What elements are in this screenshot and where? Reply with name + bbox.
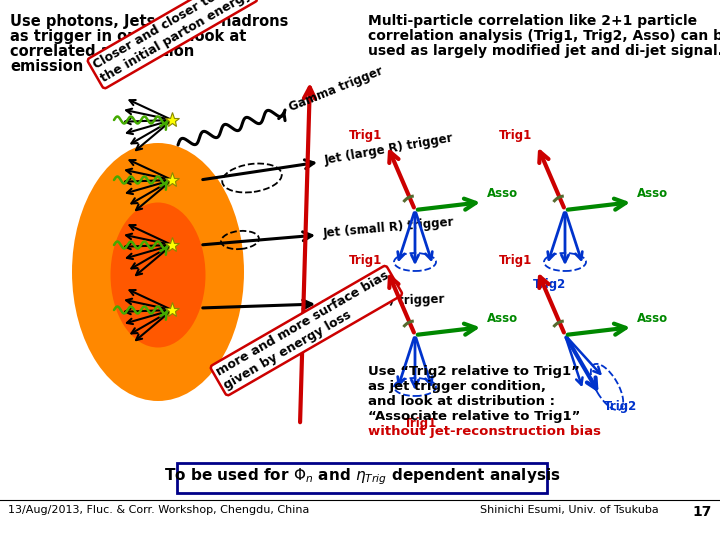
Text: Asso: Asso — [487, 312, 518, 325]
Text: without jet-reconstruction bias: without jet-reconstruction bias — [368, 425, 601, 438]
Text: correlated association: correlated association — [10, 44, 194, 59]
Text: Trig1: Trig1 — [348, 129, 382, 142]
Text: Asso: Asso — [637, 187, 668, 200]
Text: Jet (large R) trigger: Jet (large R) trigger — [323, 132, 454, 167]
Text: Gamma trigger: Gamma trigger — [287, 64, 384, 114]
Text: To be used for $\Phi_n$ and $\eta_{Trig}$ dependent analysis: To be used for $\Phi_n$ and $\eta_{Trig}… — [163, 467, 560, 487]
Text: Closer and closer to
the initial parton energy: Closer and closer to the initial parton … — [91, 0, 254, 85]
Text: used as largely modified jet and di-jet signal.: used as largely modified jet and di-jet … — [368, 44, 720, 58]
Text: “Associate relative to Trig1”: “Associate relative to Trig1” — [368, 410, 580, 423]
Text: Trig1: Trig1 — [403, 417, 436, 430]
Text: Trig1: Trig1 — [499, 129, 532, 142]
Text: Asso: Asso — [487, 187, 518, 200]
Ellipse shape — [72, 143, 244, 401]
Ellipse shape — [110, 202, 205, 348]
Text: π⁰(hadron) trigger: π⁰(hadron) trigger — [322, 293, 445, 310]
Text: Asso: Asso — [637, 312, 668, 325]
Text: Trig2: Trig2 — [533, 278, 566, 291]
Text: 17: 17 — [693, 505, 712, 519]
Text: emission: emission — [10, 59, 84, 74]
Text: Shinichi Esumi, Univ. of Tsukuba: Shinichi Esumi, Univ. of Tsukuba — [480, 505, 659, 515]
FancyBboxPatch shape — [177, 463, 547, 493]
Text: as jet trigger condition,: as jet trigger condition, — [368, 380, 546, 393]
Text: as trigger in order to look at: as trigger in order to look at — [10, 29, 246, 44]
Text: and look at distribution :: and look at distribution : — [368, 395, 555, 408]
Text: 13/Aug/2013, Fluc. & Corr. Workshop, Chengdu, China: 13/Aug/2013, Fluc. & Corr. Workshop, Che… — [8, 505, 310, 515]
Text: Use “Trig2 relative to Trig1”: Use “Trig2 relative to Trig1” — [368, 365, 580, 378]
Text: Multi-particle correlation like 2+1 particle: Multi-particle correlation like 2+1 part… — [368, 14, 697, 28]
Text: Trig1: Trig1 — [499, 254, 532, 267]
Text: more and more surface bias
given by energy loss: more and more surface bias given by ener… — [214, 269, 399, 392]
Text: Jet (small R) trigger: Jet (small R) trigger — [322, 215, 454, 240]
Text: Trig2: Trig2 — [604, 400, 637, 413]
Text: Use photons, Jets, single hadrons: Use photons, Jets, single hadrons — [10, 14, 289, 29]
Text: Trig1: Trig1 — [348, 254, 382, 267]
Text: correlation analysis (Trig1, Trig2, Asso) can be: correlation analysis (Trig1, Trig2, Asso… — [368, 29, 720, 43]
